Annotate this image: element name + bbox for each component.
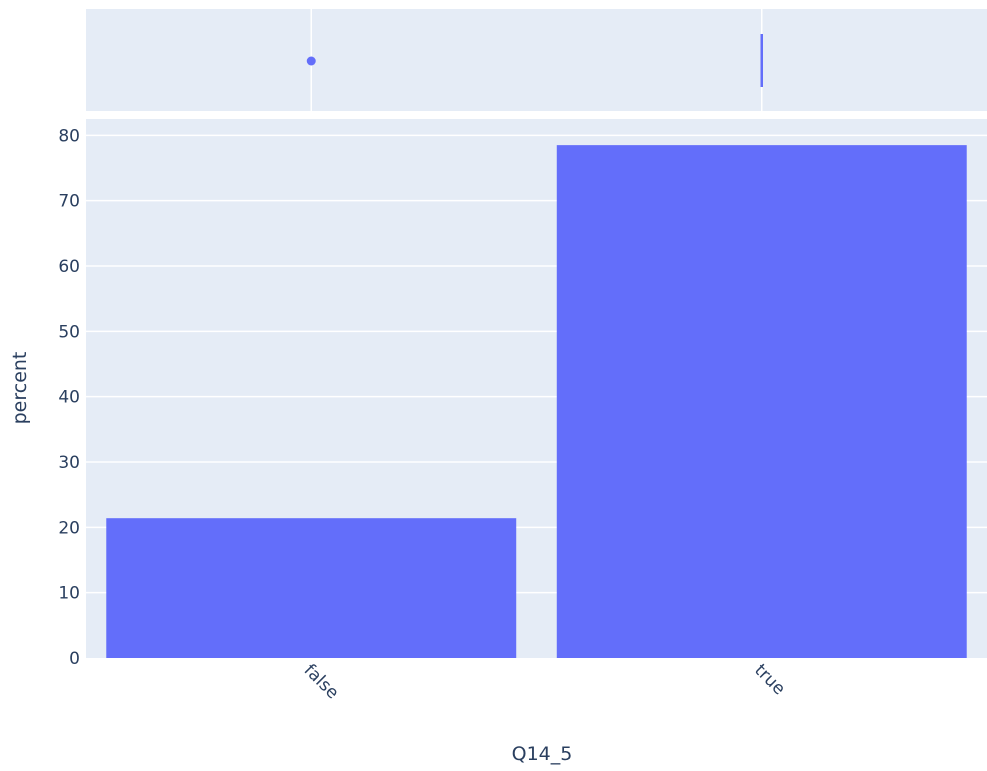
y-tick-label: 50 xyxy=(58,322,80,342)
bar-false xyxy=(106,518,517,658)
marginal-plot-background xyxy=(86,9,987,111)
bar-true xyxy=(556,145,967,659)
x-tick-label: false xyxy=(300,660,343,703)
y-tick-labels: 0 10 20 30 40 50 60 70 80 xyxy=(58,126,80,669)
y-axis-title: percent xyxy=(9,352,31,425)
x-tick-label: true xyxy=(750,660,789,699)
y-tick-label: 40 xyxy=(58,388,80,408)
main-plot: 0 10 20 30 40 50 60 70 80 false true xyxy=(58,119,987,703)
y-tick-label: 10 xyxy=(58,584,80,604)
marginal-point xyxy=(306,56,316,66)
x-axis-title: Q14_5 xyxy=(512,743,573,765)
x-tick-labels: false true xyxy=(300,660,789,703)
y-tick-label: 0 xyxy=(69,649,80,669)
y-tick-label: 80 xyxy=(58,126,80,146)
bars xyxy=(106,145,967,659)
y-tick-label: 20 xyxy=(58,518,80,538)
y-tick-label: 30 xyxy=(58,453,80,473)
y-tick-label: 70 xyxy=(58,192,80,212)
marginal-plot xyxy=(86,9,987,111)
marginal-marks xyxy=(306,34,763,87)
y-tick-label: 60 xyxy=(58,257,80,277)
